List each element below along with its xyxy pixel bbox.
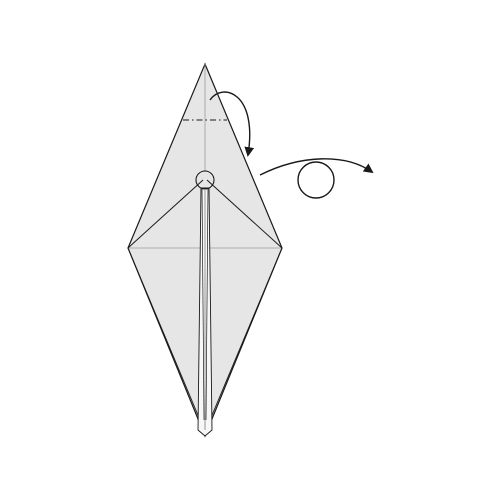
turn-over-arrow-icon: [259, 158, 374, 176]
left-lower-flap: [127, 247, 201, 421]
right-lower-flap: [209, 247, 283, 421]
turn-over-loop-circle: [297, 161, 335, 199]
left-flap-edge: [127, 179, 204, 249]
slit-left-edge: [201, 187, 205, 421]
slit-right-edge: [205, 187, 209, 421]
center-point-circle: [195, 170, 215, 190]
right-flap-edge: [206, 179, 283, 249]
curved-fold-arrow-icon: [209, 91, 255, 157]
